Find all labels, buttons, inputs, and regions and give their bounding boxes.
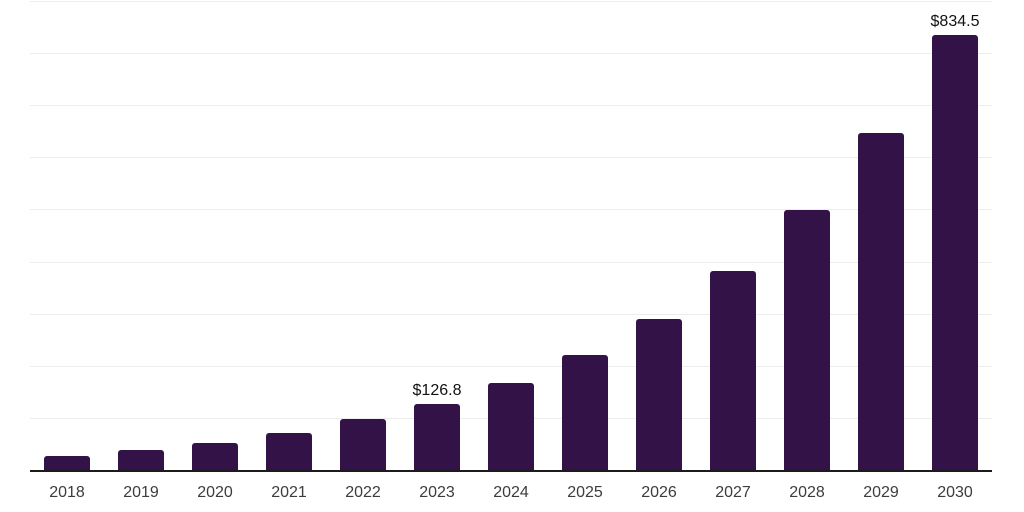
x-tick-label-2018: 2018 <box>49 484 85 501</box>
gridline-900 <box>30 1 992 2</box>
bar-slot-2028 <box>770 1 844 470</box>
bar-2019 <box>118 450 164 470</box>
x-tick-label-2022: 2022 <box>345 484 381 501</box>
bar-slot-2027 <box>696 1 770 470</box>
bar-2030 <box>932 35 978 470</box>
x-tick-label-2029: 2029 <box>863 484 899 501</box>
bar-value-label-2030: $834.5 <box>930 13 980 31</box>
bar-2023 <box>414 403 460 470</box>
bar-2029 <box>858 133 904 470</box>
bar-slot-2030: $834.5 <box>918 1 992 470</box>
bar-2028 <box>784 209 830 470</box>
bar-2020 <box>192 442 238 470</box>
bar-2025 <box>562 354 608 470</box>
x-axis-line <box>30 470 992 472</box>
gridline-400 <box>30 261 992 263</box>
gridline-800 <box>30 53 992 55</box>
x-tick-label-2025: 2025 <box>567 484 603 501</box>
bar-slot-2023: $126.8 <box>400 1 474 470</box>
bar-slot-2021 <box>252 1 326 470</box>
x-tick-label-2030: 2030 <box>937 484 973 501</box>
bar-slot-2026 <box>622 1 696 470</box>
x-tick-label-2024: 2024 <box>493 484 529 501</box>
bar-2027 <box>710 270 756 470</box>
gridline-600 <box>30 157 992 159</box>
gridline-700 <box>30 105 992 107</box>
bar-2026 <box>636 318 682 470</box>
bar-slot-2029 <box>844 1 918 470</box>
plot-area: $126.8 $834.5 <box>30 1 992 472</box>
bar-slot-2025 <box>548 1 622 470</box>
x-tick-label-2019: 2019 <box>123 484 159 501</box>
bar-slot-2018 <box>30 1 104 470</box>
x-tick-label-2028: 2028 <box>789 484 825 501</box>
bar-slot-2024 <box>474 1 548 470</box>
x-axis-labels: 2018 2019 2020 2021 2022 2023 2024 2025 2026 2027… <box>30 483 992 502</box>
x-tick-label-2023: 2023 <box>419 484 455 501</box>
bar-slot-2020 <box>178 1 252 470</box>
x-tick-label-2020: 2020 <box>197 484 233 501</box>
gridline-200 <box>30 365 992 367</box>
bar-slot-2022 <box>326 1 400 470</box>
bar-2022 <box>340 419 386 470</box>
bar-slot-2019 <box>104 1 178 470</box>
x-tick-label-2026: 2026 <box>641 484 677 501</box>
bar-2024 <box>488 382 534 470</box>
bar-value-label-2023: $126.8 <box>412 381 462 399</box>
x-tick-label-2021: 2021 <box>271 484 307 501</box>
x-tick-label-2027: 2027 <box>715 484 751 501</box>
gridline-500 <box>30 209 992 211</box>
bars-container: $126.8 $834.5 <box>30 1 992 470</box>
bar-2018 <box>44 456 90 470</box>
gridline-300 <box>30 313 992 315</box>
bar-2021 <box>266 433 312 470</box>
